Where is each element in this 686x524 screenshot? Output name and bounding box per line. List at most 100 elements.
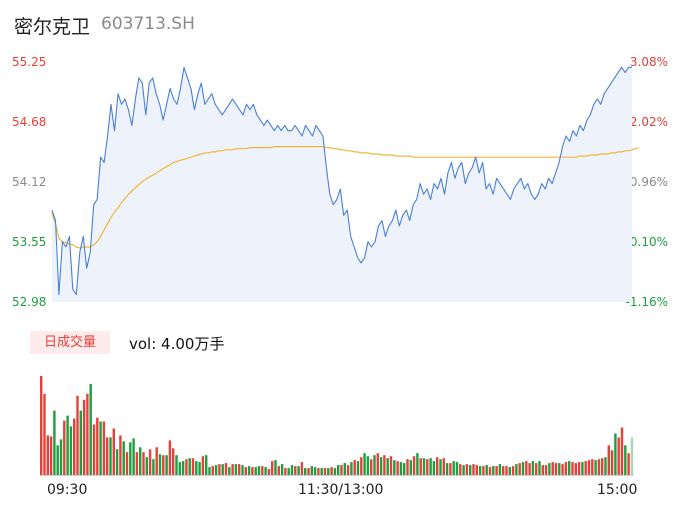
volume-bar xyxy=(439,459,442,475)
volume-bar xyxy=(162,455,165,475)
volume-bar xyxy=(241,465,244,475)
volume-bar xyxy=(109,437,112,475)
volume-bar xyxy=(271,461,274,475)
volume-bar xyxy=(247,466,251,475)
volume-bar xyxy=(274,460,277,475)
volume-bar xyxy=(383,455,386,475)
volume-bar xyxy=(297,466,300,475)
y-tick-right-4: -1.16% xyxy=(625,295,668,309)
volume-bar xyxy=(86,393,89,475)
volume-bar xyxy=(630,437,634,475)
volume-bar xyxy=(541,465,544,475)
volume-bar xyxy=(498,464,502,475)
volume-bar xyxy=(525,461,528,475)
volume-bar xyxy=(251,467,254,475)
volume-bar xyxy=(432,461,436,475)
volume-bar xyxy=(294,466,297,475)
volume-bar xyxy=(508,467,511,475)
volume-bar xyxy=(310,466,313,475)
volume-bar xyxy=(221,464,224,475)
y-tick-right-0: 3.08% xyxy=(629,55,668,69)
volume-bar xyxy=(89,383,92,475)
volume-bar xyxy=(317,468,320,475)
volume-bar xyxy=(135,452,139,475)
average-price-line xyxy=(51,146,640,249)
volume-bar xyxy=(102,421,106,475)
volume-bar xyxy=(535,463,538,475)
volume-bar xyxy=(436,457,439,475)
volume-bar xyxy=(63,420,66,476)
y-tick-left-0: 55.25 xyxy=(12,55,47,69)
volume-bar xyxy=(452,461,455,475)
volume-bar xyxy=(531,461,535,475)
x-tick-midday: 11:30/13:00 xyxy=(298,482,384,498)
volume-bar xyxy=(373,455,376,475)
volume-bar xyxy=(122,441,125,475)
volume-bar xyxy=(112,428,115,475)
volume-bar xyxy=(462,465,465,475)
volume-bar xyxy=(195,461,198,475)
volume-bar xyxy=(502,466,505,475)
y-tick-right-1: 2.02% xyxy=(629,115,668,129)
volume-bar xyxy=(333,468,337,475)
volume-bar xyxy=(172,448,175,475)
volume-bar xyxy=(472,464,475,475)
volume-bar xyxy=(571,462,574,475)
volume-bar xyxy=(363,453,366,475)
volume-bar xyxy=(53,410,56,475)
volume-bar xyxy=(323,468,327,475)
volume-bar xyxy=(419,458,422,475)
volume-bar xyxy=(389,456,393,475)
volume-bar xyxy=(205,455,208,475)
volume-bar xyxy=(485,465,488,475)
volume-bar xyxy=(290,465,294,475)
volume-bar xyxy=(370,459,373,475)
volume-bar xyxy=(475,465,478,475)
x-tick-close: 15:00 xyxy=(597,482,638,498)
volume-bar xyxy=(538,461,541,475)
volume-bar xyxy=(82,399,86,475)
stock-code: 603713.SH xyxy=(101,14,195,34)
volume-bar xyxy=(92,424,96,475)
volume-bar xyxy=(46,435,49,475)
volume-bar xyxy=(548,463,551,475)
volume-bar xyxy=(178,462,181,475)
volume-bar xyxy=(218,464,221,475)
volume-bar xyxy=(152,459,155,475)
volume-bar xyxy=(267,469,271,475)
volume-bar xyxy=(188,458,191,475)
price-panel xyxy=(51,66,640,302)
price-area-fill xyxy=(52,67,632,302)
y-tick-right-3: -0.10% xyxy=(625,235,668,249)
volume-bar xyxy=(56,445,59,475)
volume-bar xyxy=(594,460,597,475)
volume-bar xyxy=(353,460,356,475)
y-tick-left-3: 53.55 xyxy=(12,235,47,249)
volume-bar xyxy=(488,467,492,475)
volume-bar xyxy=(287,468,290,475)
volume-bar xyxy=(350,462,353,475)
volume-bar xyxy=(445,463,449,475)
volume-bar xyxy=(175,455,178,475)
volume-bar xyxy=(614,433,617,475)
volume-bar xyxy=(469,465,472,475)
volume-bar xyxy=(119,435,122,475)
volume-bar xyxy=(106,437,109,475)
volume-bar xyxy=(399,462,403,475)
price-line xyxy=(51,66,632,296)
volume-bar xyxy=(558,463,561,475)
volume-bar xyxy=(155,447,158,475)
volume-bar xyxy=(168,440,172,475)
volume-bar xyxy=(521,462,525,475)
volume-bar xyxy=(577,462,581,475)
volume-bar xyxy=(442,458,445,475)
volume-bar xyxy=(591,459,594,475)
volume-bar xyxy=(597,459,601,475)
volume-bar xyxy=(59,439,63,475)
volume-bar xyxy=(379,457,383,475)
volume-bar xyxy=(261,466,264,475)
volume-bar xyxy=(455,462,459,475)
volume-tab[interactable]: 日成交量 xyxy=(30,331,110,354)
volume-bar xyxy=(304,468,307,475)
volume-bar xyxy=(376,453,379,475)
